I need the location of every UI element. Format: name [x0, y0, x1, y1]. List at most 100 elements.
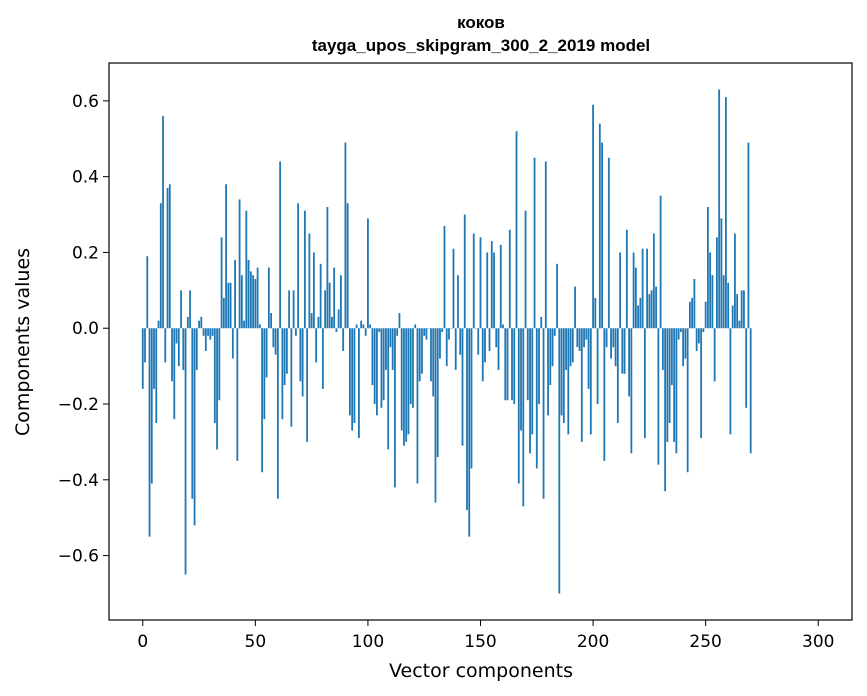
bar [231, 328, 234, 359]
bar [463, 214, 466, 329]
x-tick-label: 0 [137, 632, 148, 652]
bar [218, 328, 221, 401]
bar [445, 328, 448, 367]
bar [186, 316, 189, 329]
bar [162, 116, 164, 329]
y-tick-label: −0.4 [58, 471, 99, 491]
bar [234, 260, 236, 329]
bar [569, 328, 572, 367]
bar [542, 328, 545, 499]
bar [189, 290, 191, 329]
bar [533, 157, 536, 329]
bar [191, 328, 194, 499]
bar [222, 297, 225, 329]
bar [688, 301, 691, 329]
bar [700, 328, 703, 439]
bar [249, 271, 252, 329]
bar [376, 328, 378, 416]
bar [324, 290, 327, 329]
bar [605, 328, 608, 348]
bar [522, 328, 525, 507]
bar [274, 328, 277, 355]
bar [414, 324, 417, 329]
bar [558, 328, 561, 594]
bar [524, 210, 527, 329]
bar [265, 328, 268, 378]
bar [243, 320, 245, 329]
bar [195, 328, 198, 370]
bar [319, 263, 322, 329]
bar [493, 252, 495, 329]
bar [351, 328, 354, 431]
bar [362, 324, 365, 329]
bar [416, 328, 419, 484]
y-axis-label: Components values [12, 248, 34, 436]
bar [385, 328, 387, 370]
bar [713, 328, 716, 382]
bar [159, 203, 162, 329]
bar [321, 328, 324, 389]
bar [540, 316, 543, 329]
bar [562, 328, 565, 423]
bar [578, 328, 581, 351]
bar [488, 328, 491, 351]
bar [360, 320, 363, 329]
bar [454, 328, 457, 370]
bar [738, 320, 741, 329]
bar [628, 328, 630, 397]
bar [211, 328, 214, 336]
bar [682, 328, 685, 367]
bar [337, 309, 340, 329]
bar [585, 328, 588, 340]
x-tick-label: 150 [464, 632, 496, 652]
bar [698, 328, 700, 344]
bar [209, 328, 212, 340]
bar [263, 328, 266, 420]
bar [513, 328, 516, 405]
bar [290, 328, 293, 427]
bar [148, 328, 151, 537]
bar [643, 328, 646, 439]
y-tick-label: −0.6 [58, 547, 99, 567]
bar [394, 328, 396, 488]
bars-group [141, 89, 752, 594]
bar [565, 328, 567, 370]
chart-title: коков [457, 13, 505, 32]
bar [457, 275, 459, 329]
bar [216, 328, 218, 450]
bar [515, 131, 518, 329]
bar [412, 328, 414, 408]
bar [403, 328, 405, 446]
bar [549, 328, 552, 386]
y-tick-label: −0.2 [58, 395, 99, 415]
bar [272, 328, 275, 348]
bar [729, 328, 732, 435]
bar [526, 328, 529, 401]
bar [252, 275, 254, 329]
bar [306, 328, 309, 442]
bar [477, 328, 480, 355]
bar [371, 328, 374, 386]
bar [707, 206, 709, 329]
bar [538, 328, 540, 405]
bar [520, 328, 522, 431]
bar [551, 328, 554, 367]
bar [276, 328, 279, 499]
bar [180, 290, 182, 329]
bar [481, 328, 484, 382]
bar [168, 184, 171, 329]
bar [299, 328, 302, 382]
bar [389, 328, 392, 348]
bar [716, 237, 718, 329]
bar [668, 328, 671, 423]
bar [576, 328, 579, 348]
bar [580, 328, 583, 442]
bar [353, 328, 356, 423]
bar [587, 328, 590, 389]
bar [315, 328, 318, 363]
bar [346, 203, 349, 329]
bar [623, 328, 626, 374]
bar [670, 328, 673, 386]
bar [745, 328, 748, 408]
bar [335, 328, 338, 333]
